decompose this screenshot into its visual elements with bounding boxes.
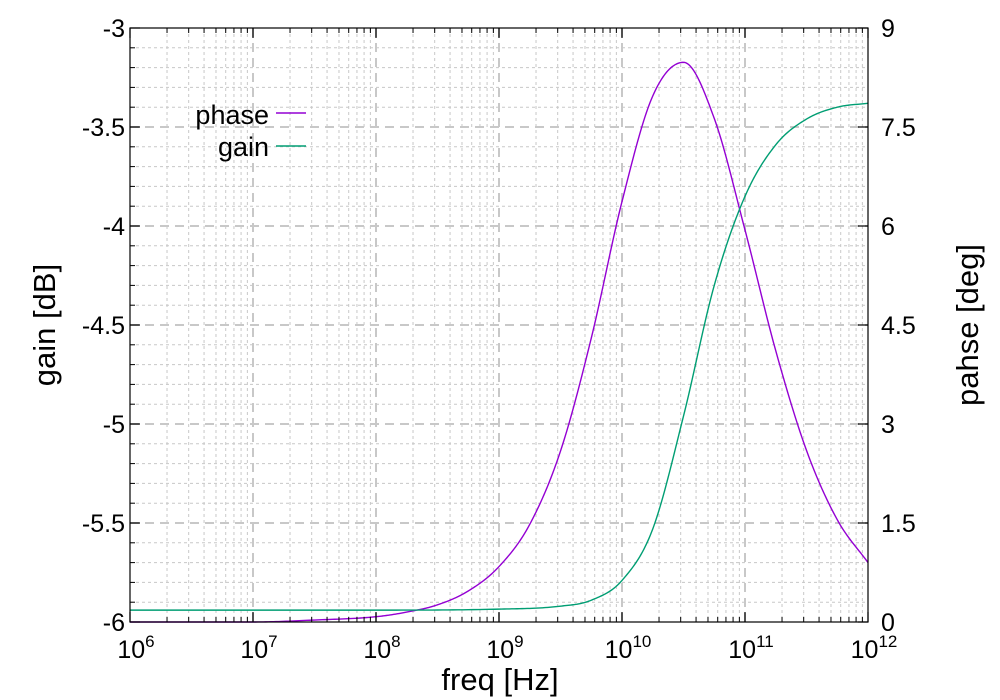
legend-label-phase: phase <box>195 100 269 130</box>
y2-tick-label: 0 <box>881 609 895 637</box>
legend-label-gain: gain <box>218 132 269 162</box>
y-tick-label: -6 <box>103 609 125 637</box>
y-tick-label: -4 <box>103 213 125 241</box>
legend: phase gain <box>195 100 306 162</box>
tick-marks <box>129 27 869 623</box>
y2-axis-title: pahse [deg] <box>950 244 985 406</box>
x-tick-label: 106 <box>117 632 154 664</box>
y2-tick-label: 4.5 <box>881 312 916 340</box>
x-tick-label: 1012 <box>851 632 898 664</box>
major-gridlines <box>130 28 868 622</box>
y2-tick-label: 9 <box>881 15 895 43</box>
y-tick-label: -4.5 <box>82 312 125 340</box>
y-tick-label: -5.5 <box>82 510 125 538</box>
series-line-gain <box>130 102 869 611</box>
x-tick-label: 107 <box>240 632 277 664</box>
y2-tick-label: 1.5 <box>881 510 916 538</box>
y-tick-label: -3.5 <box>82 114 125 142</box>
y-tick-label: -5 <box>103 411 125 439</box>
x-tick-label: 109 <box>486 632 523 664</box>
y2-tick-label: 3 <box>881 411 895 439</box>
x-axis-title: freq [Hz] <box>441 662 558 697</box>
y-axis-title: gain [dB] <box>27 264 62 386</box>
y-tick-label: -3 <box>103 15 125 43</box>
y2-tick-label: 7.5 <box>881 114 916 142</box>
series-line-phase <box>130 61 869 623</box>
x-tick-label: 1010 <box>605 632 652 664</box>
series-lines <box>130 61 869 623</box>
x-tick-label: 1011 <box>728 632 773 664</box>
x-tick-label: 108 <box>363 632 400 664</box>
tick-labels: 106 107 108 109 1010 1011 1012 -3 9 -3.5 7.5 -4 6 -4.… <box>82 15 916 664</box>
y2-tick-label: 6 <box>881 213 895 241</box>
